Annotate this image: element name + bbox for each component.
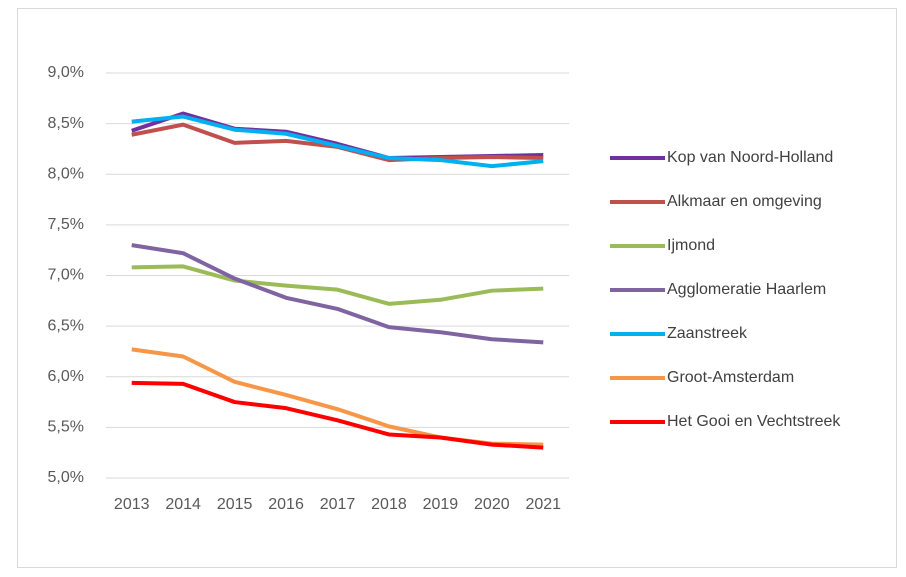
legend-label: Alkmaar en omgeving [667,193,822,210]
legend-label: Groot-Amsterdam [667,369,794,386]
y-tick-label: 5,5% [48,419,84,436]
y-tick-label: 9,0% [48,64,84,81]
legend-label: Het Gooi en Vechtstreek [667,413,841,430]
y-tick-label: 8,5% [48,115,84,132]
legend-label: Agglomeratie Haarlem [667,281,826,298]
x-tick-label: 2020 [474,496,510,513]
x-tick-label: 2019 [423,496,459,513]
y-tick-label: 8,0% [48,165,84,182]
x-tick-label: 2021 [525,496,561,513]
x-tick-label: 2016 [268,496,304,513]
x-tick-label: 2014 [165,496,201,513]
x-tick-label: 2013 [114,496,150,513]
y-tick-label: 5,0% [48,469,84,486]
series-line [131,243,544,345]
y-tick-label: 6,5% [48,317,84,334]
x-tick-label: 2018 [371,496,407,513]
series-line [131,114,544,169]
legend-label: Kop van Noord-Holland [667,149,833,166]
chart-border [17,8,897,568]
series-line [131,264,544,306]
x-tick-label: 2017 [320,496,356,513]
legend-label: Ijmond [667,237,715,254]
series-line [131,380,544,450]
x-tick-label: 2015 [217,496,253,513]
y-tick-label: 7,0% [48,267,84,284]
legend-label: Zaanstreek [667,325,748,342]
y-tick-label: 6,0% [48,368,84,385]
y-tick-label: 7,5% [48,216,84,233]
